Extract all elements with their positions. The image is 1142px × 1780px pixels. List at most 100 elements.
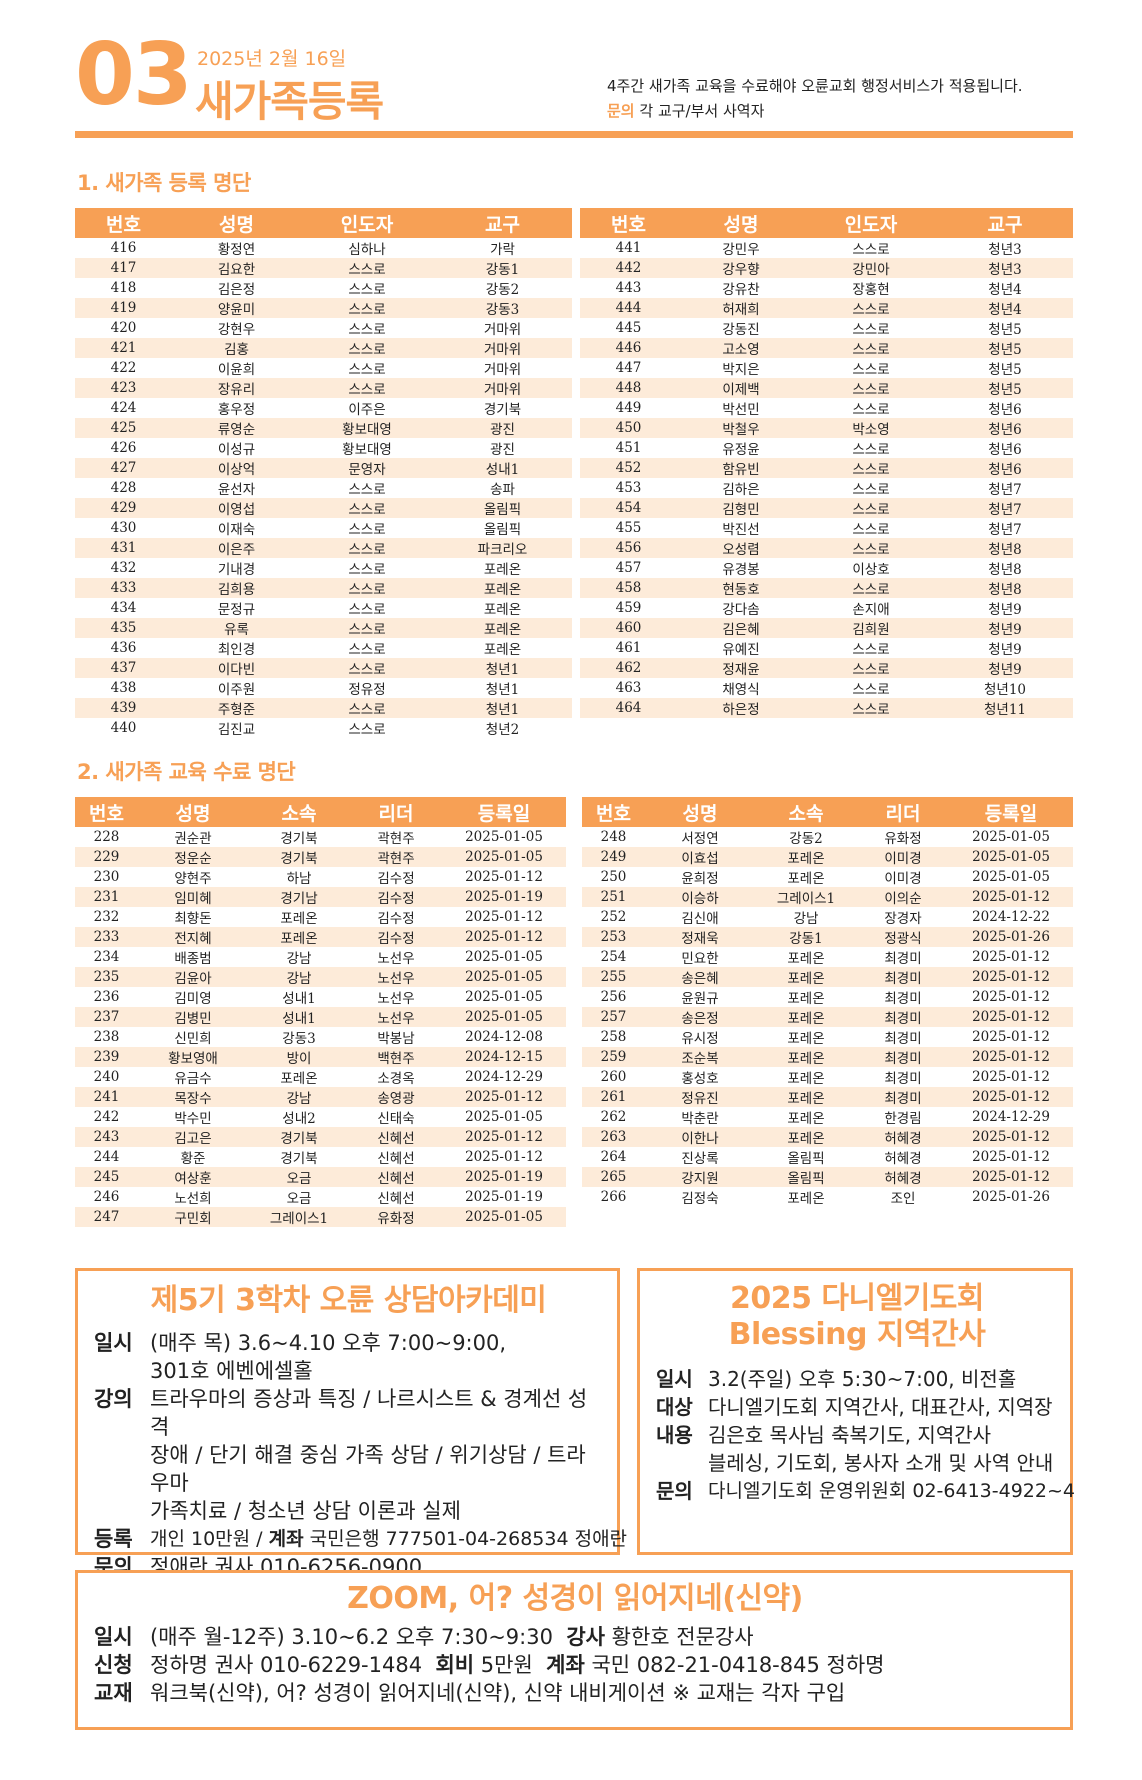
table-cell: 강다솜	[722, 602, 760, 618]
table-cell: 경기북	[280, 1151, 318, 1167]
table-cell: 461	[615, 640, 642, 656]
table-cell: 스스로	[301, 618, 433, 638]
zoom-apply-text: 정하명 권사 010-6229-1484	[150, 1653, 423, 1677]
academy-date-line2: 301호 에벤에셀홀	[150, 1359, 313, 1383]
table-cell: 2025-01-05	[442, 847, 566, 867]
table-cell: 242	[93, 1109, 120, 1125]
table-cell: 청년6	[937, 458, 1073, 478]
table-cell: 455	[615, 520, 642, 536]
table-cell: 445	[615, 320, 642, 336]
table-row: 452 함유빈 스스로 청년6	[580, 458, 1073, 478]
table-row: 425 류영순 황보대영 광진	[75, 418, 572, 438]
table-cell: 청년4	[988, 282, 1022, 298]
table-row: 456 오성렴 스스로 청년8	[580, 538, 1073, 558]
table-cell: 유화정	[350, 1207, 442, 1227]
table-cell: 266	[600, 1189, 627, 1205]
table-cell: 김하은	[722, 482, 760, 498]
table-cell: 스스로	[805, 658, 937, 678]
table-cell: 박소영	[805, 418, 937, 438]
table-cell: 정유정	[348, 682, 386, 698]
table-cell: 이제백	[677, 378, 805, 398]
table-cell: 신태숙	[377, 1111, 415, 1127]
table-cell: 강남	[248, 1087, 350, 1107]
table-cell: 가락	[490, 242, 515, 258]
table-header-row: 번호 성명 소속 리더 등록일	[75, 797, 566, 827]
table-cell: 곽현주	[377, 831, 415, 847]
table-row: 440 김진교 스스로 청년2	[75, 718, 572, 738]
table-cell: 2025-01-12	[465, 909, 543, 925]
table-cell: 426	[110, 440, 137, 456]
table-row: 237 김병민 성내1 노선우 2025-01-05	[75, 1007, 566, 1027]
table-cell: 425	[75, 418, 172, 438]
table-cell: 류영순	[172, 418, 301, 438]
counseling-academy-box: 제5기 3학차 오륜 상담아카데미 일시 (매주 목) 3.6~4.10 오후 7…	[75, 1268, 627, 1579]
table-cell: 454	[580, 498, 677, 518]
col-number: 번호	[75, 208, 172, 238]
table-cell: 245	[75, 1167, 138, 1187]
table-row: 231 임미혜 경기남 김수정 2025-01-19	[75, 887, 566, 907]
table-row: 431 이은주 스스로 파크리오	[75, 538, 572, 558]
table-cell: 김은혜	[677, 618, 805, 638]
col-parish: 교구	[433, 208, 572, 238]
table-row: 264 진상록 올림픽 허혜경 2025-01-12	[582, 1147, 1073, 1167]
table-cell: 스스로	[301, 378, 433, 398]
table-cell: 스스로	[805, 338, 937, 358]
table-cell: 이미경	[857, 847, 949, 867]
table-cell: 이의순	[857, 887, 949, 907]
academy-register-text: 개인 10만원 /	[150, 1528, 263, 1550]
table-cell: 파크리오	[433, 538, 572, 558]
table-cell: 청년10	[983, 682, 1027, 698]
table-row: 416 황정연 심하나 가락	[75, 238, 572, 258]
table-cell: 442	[580, 258, 677, 278]
table-cell: 거마위	[483, 362, 522, 378]
table-row: 265 강지원 올림픽 허혜경 2025-01-12	[582, 1167, 1073, 1187]
table-cell: 이주은	[348, 402, 386, 418]
table-cell: 기내경	[217, 562, 256, 578]
academy-date-line1: (매주 목) 3.6~4.10 오후 7:00~9:00,	[150, 1331, 507, 1355]
table-cell: 청년5	[988, 362, 1022, 378]
table-cell: 이윤희	[217, 362, 256, 378]
table-cell: 243	[75, 1127, 138, 1147]
table-cell: 청년9	[988, 642, 1022, 658]
table-cell: 231	[75, 887, 138, 907]
table-cell: 421	[75, 338, 172, 358]
table-cell: 439	[75, 698, 172, 718]
table-cell: 진상록	[681, 1151, 719, 1167]
table-cell: 김미영	[174, 991, 212, 1007]
table-cell: 박철우	[677, 418, 805, 438]
table-cell: 449	[615, 400, 642, 416]
table-cell: 스스로	[805, 378, 937, 398]
table-cell: 청년9	[937, 658, 1073, 678]
table-cell: 유경봉	[722, 562, 760, 578]
table-cell: 420	[110, 320, 137, 336]
zoom-account-label: 계좌	[546, 1653, 585, 1677]
table-cell: 황보영애	[138, 1047, 248, 1067]
table-cell: 황보대영	[342, 442, 392, 458]
table-cell: 이승하	[645, 887, 755, 907]
table-cell: 김고은	[138, 1127, 248, 1147]
col-registered-date: 등록일	[442, 797, 566, 827]
table-cell: 451	[615, 440, 642, 456]
page-header: 03 2025년 2월 16일 새가족등록 4주간 새가족 교육을 수료해야 오…	[75, 32, 1073, 133]
table-cell: 2024-12-15	[442, 1047, 566, 1067]
table-row: 233 전지혜 포레온 김수정 2025-01-12	[75, 927, 566, 947]
table-row: 419 양윤미 스스로 강동3	[75, 298, 572, 318]
table-cell: 2024-12-22	[972, 909, 1050, 925]
table-cell: 김병민	[138, 1007, 248, 1027]
completion-section-title: 2. 새가족 교육 수료 명단	[77, 760, 296, 784]
col-name: 성명	[677, 208, 805, 238]
academy-lecture-label: 강의	[94, 1387, 133, 1411]
table-cell: 2025-01-05	[442, 967, 566, 987]
table-row: 251 이승하 그레이스1 이의순 2025-01-12	[582, 887, 1073, 907]
table-cell: 포레온	[280, 911, 318, 927]
table-cell: 김신애	[681, 911, 719, 927]
col-affiliation: 소속	[248, 797, 350, 827]
table-row: 463 채영식 스스로 청년10	[580, 678, 1073, 698]
table-cell: 김수정	[377, 871, 415, 887]
registration-section-title: 1. 새가족 등록 명단	[77, 171, 251, 195]
table-cell: 스스로	[852, 682, 890, 698]
table-cell: 하남	[286, 871, 312, 887]
table-cell: 유시정	[681, 1031, 719, 1047]
daniel-prayer-box: 2025 다니엘기도회 Blessing 지역간사 일시 3.2(주일) 오후 5…	[637, 1268, 1075, 1555]
table-row: 451 유정윤 스스로 청년6	[580, 438, 1073, 458]
